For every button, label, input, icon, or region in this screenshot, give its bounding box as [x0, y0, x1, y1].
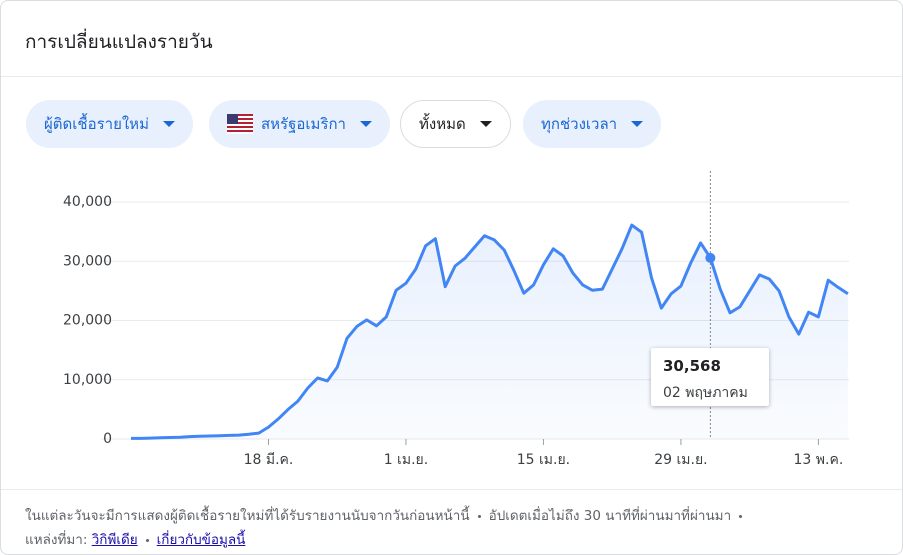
- y-tick-label: 40,000: [63, 194, 112, 210]
- source-label: แหล่งที่มา:: [25, 532, 88, 548]
- chip-label: ผู้ติดเชื้อรายใหม่: [44, 115, 149, 133]
- filter-chip[interactable]: ผู้ติดเชื้อรายใหม่: [26, 100, 193, 148]
- chart: 0 10,000 20,000 30,000 40,000 18 มี.ค. 1 เม.ย.…: [63, 171, 849, 468]
- y-tick-label: 10,000: [63, 372, 112, 388]
- separator: [145, 538, 149, 542]
- footer-updated: อัปเดตเมื่อไม่ถึง 30 นาทีที่ผ่านมาที่ผ่า…: [488, 508, 732, 524]
- y-tick-label: 0: [103, 431, 112, 447]
- x-tick-label: 29 เม.ย.: [654, 452, 707, 468]
- filter-chip[interactable]: ทุกช่วงเวลา: [523, 100, 662, 148]
- us-flag: [227, 114, 253, 134]
- footer-note: ในแต่ละวันจะมีการแสดงผู้ติดเชื้อรายใหม่ท…: [25, 508, 470, 524]
- x-tick-label: 1 เม.ย.: [384, 452, 428, 468]
- source-link[interactable]: วิกิพีเดีย: [91, 532, 138, 548]
- card-title: การเปลี่ยนแปลงรายวัน: [25, 31, 213, 53]
- about-link[interactable]: เกี่ยวกับข้อมูลนี้: [156, 532, 246, 548]
- filter-chip[interactable]: สหรัฐอเมริกา: [209, 100, 390, 148]
- hover-point: [705, 252, 716, 263]
- footer: ในแต่ละวันจะมีการแสดงผู้ติดเชื้อรายใหม่ท…: [25, 504, 875, 552]
- y-tick-label: 30,000: [63, 253, 112, 269]
- caret: [162, 121, 175, 127]
- chip-label: ทั้งหมด: [419, 115, 466, 133]
- separator: [739, 514, 743, 518]
- separator: [477, 514, 481, 518]
- line: [131, 223, 849, 440]
- x-tick-label: 18 มี.ค.: [244, 452, 294, 468]
- tooltip-value: 30,568: [663, 357, 721, 375]
- divider: [1, 76, 902, 77]
- tooltip-date: 02 พฤษภาคม: [663, 385, 748, 401]
- caret: [479, 121, 492, 127]
- filter-chip[interactable]: ทั้งหมด: [400, 100, 511, 148]
- y-tick-label: 20,000: [63, 313, 112, 329]
- x-tick-label: 15 เม.ย.: [517, 452, 570, 468]
- tooltip: 30,568 02 พฤษภาคม: [651, 348, 769, 406]
- caret: [631, 121, 644, 127]
- caret: [359, 121, 372, 127]
- chip-label: ทุกช่วงเวลา: [541, 115, 618, 133]
- area: [131, 225, 848, 439]
- divider: [1, 489, 902, 490]
- chip-label: สหรัฐอเมริกา: [261, 115, 346, 133]
- x-tick-label: 13 พ.ค.: [794, 452, 844, 468]
